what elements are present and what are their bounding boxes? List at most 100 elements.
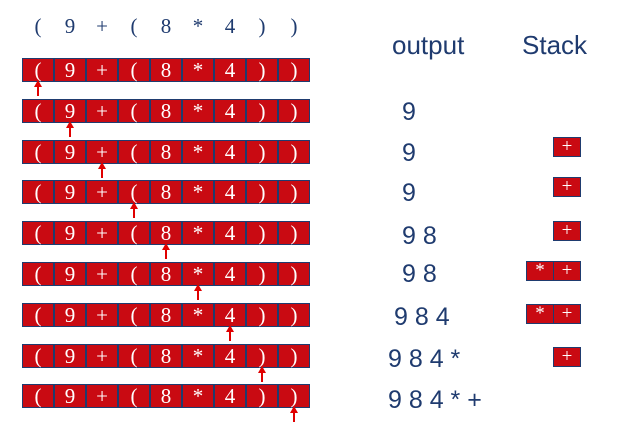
token-cell: ( xyxy=(118,139,150,164)
token-cell: ( xyxy=(22,98,54,123)
token-cell: 8 xyxy=(150,139,182,164)
token-cell: ( xyxy=(22,180,54,205)
token-cell: 9 xyxy=(54,180,86,205)
token-cell: 4 xyxy=(214,384,246,409)
token-cell: ) xyxy=(278,384,310,409)
pointer-arrow-icon xyxy=(130,202,138,219)
token-cell: * xyxy=(182,262,214,286)
pointer-arrow-icon xyxy=(34,80,42,96)
token-cell: 4 xyxy=(214,180,246,205)
output-text: 9 8 4 xyxy=(394,303,450,331)
token-cell: ) xyxy=(278,58,310,82)
token-cell: ) xyxy=(246,262,278,286)
token-cell: + xyxy=(86,343,118,368)
token-cell: + xyxy=(86,302,118,327)
output-text: 9 8 4 * xyxy=(388,345,461,373)
stack-item: + xyxy=(553,137,581,157)
token-cell: ) xyxy=(278,180,310,205)
token-cell: 9 xyxy=(54,221,86,246)
token-cell: 8 xyxy=(150,58,182,82)
token-cell: + xyxy=(86,262,118,286)
token-cell: 4 xyxy=(214,98,246,123)
token-cell: ) xyxy=(278,302,310,327)
token-cell: 8 xyxy=(150,343,182,368)
pointer-arrow-icon xyxy=(226,324,234,341)
token-cell: 4 xyxy=(214,343,246,368)
token-cell: * xyxy=(182,139,214,164)
output-text: 9 xyxy=(402,139,416,167)
stack-item: + xyxy=(553,347,581,367)
pointer-arrow-icon xyxy=(162,243,170,260)
token-cell: + xyxy=(86,98,118,123)
token-cell: * xyxy=(182,180,214,205)
token-cell: ) xyxy=(246,343,278,368)
token-cell: ) xyxy=(278,343,310,368)
stack-item: * xyxy=(526,261,554,281)
token-cell: 8 xyxy=(150,384,182,409)
token-cell: ( xyxy=(118,98,150,123)
expression-token: + xyxy=(96,14,108,38)
token-cell: 4 xyxy=(214,58,246,82)
token-cell: ) xyxy=(246,58,278,82)
token-cell: ) xyxy=(278,262,310,286)
expression-token: ( xyxy=(34,14,42,38)
output-text: 9 xyxy=(402,98,416,126)
token-cell: 8 xyxy=(150,262,182,286)
pointer-arrow-icon xyxy=(258,365,266,382)
token-cell: ( xyxy=(22,302,54,327)
pointer-arrow-icon xyxy=(290,406,298,423)
token-cell: ) xyxy=(278,139,310,164)
stack-item: + xyxy=(553,261,581,281)
expression-token: ) xyxy=(258,14,266,38)
token-cell: + xyxy=(86,58,118,82)
token-cell: + xyxy=(86,139,118,164)
output-text: 9 8 4 * + xyxy=(388,386,482,414)
token-cell: + xyxy=(86,384,118,409)
token-cell: ( xyxy=(118,221,150,246)
token-cell: + xyxy=(86,221,118,246)
output-text: 9 xyxy=(402,179,416,207)
token-cell: * xyxy=(182,221,214,246)
token-cell: 9 xyxy=(54,384,86,409)
token-cell: * xyxy=(182,343,214,368)
token-cell: * xyxy=(182,302,214,327)
token-cell: ) xyxy=(246,180,278,205)
expression-token: ( xyxy=(130,14,138,38)
token-cell: ) xyxy=(246,221,278,246)
token-cell: ( xyxy=(118,343,150,368)
token-cell: 8 xyxy=(150,302,182,327)
pointer-arrow-icon xyxy=(66,120,74,137)
token-cell: 4 xyxy=(214,302,246,327)
stack-item: + xyxy=(553,221,581,241)
token-cell: ) xyxy=(246,139,278,164)
token-cell: 8 xyxy=(150,221,182,246)
token-cell: ) xyxy=(246,98,278,123)
stack-header: Stack xyxy=(522,30,588,60)
token-cell: + xyxy=(86,180,118,205)
token-cell: 4 xyxy=(214,262,246,286)
token-cell: ( xyxy=(22,384,54,409)
output-text: 9 8 xyxy=(402,260,437,288)
token-cell: ( xyxy=(118,58,150,82)
token-cell: ( xyxy=(22,58,54,82)
token-cell: * xyxy=(182,58,214,82)
token-cell: 9 xyxy=(54,58,86,82)
stack-item: + xyxy=(553,177,581,197)
token-cell: 9 xyxy=(54,302,86,327)
token-cell: ) xyxy=(278,221,310,246)
token-cell: ( xyxy=(118,180,150,205)
token-cell: ( xyxy=(118,262,150,286)
token-cell: ( xyxy=(118,384,150,409)
token-cell: 9 xyxy=(54,343,86,368)
stack-item: * xyxy=(526,304,554,324)
output-header: output xyxy=(392,30,465,60)
token-cell: * xyxy=(182,98,214,123)
token-cell: ( xyxy=(22,139,54,164)
pointer-arrow-icon xyxy=(98,161,106,178)
token-cell: ( xyxy=(22,262,54,286)
token-cell: ( xyxy=(22,343,54,368)
token-cell: 4 xyxy=(214,139,246,164)
expression-token: * xyxy=(192,14,204,38)
token-cell: * xyxy=(182,384,214,409)
pointer-arrow-icon xyxy=(194,284,202,300)
